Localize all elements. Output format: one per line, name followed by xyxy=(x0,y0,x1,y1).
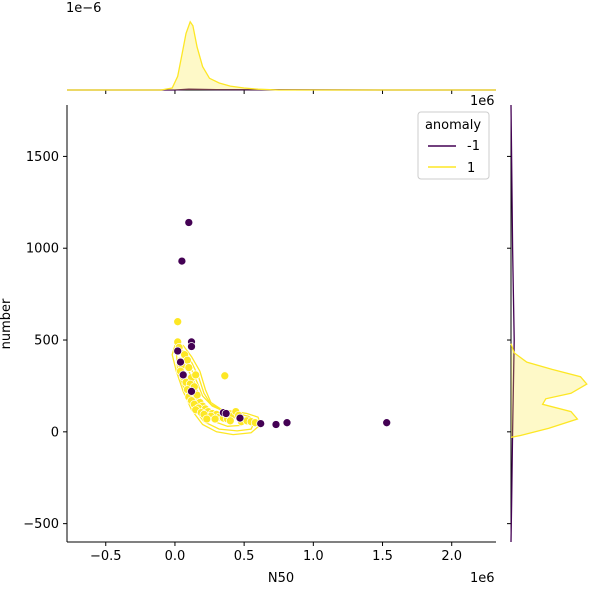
scatter-point xyxy=(177,256,187,266)
scatter-point xyxy=(173,317,183,327)
legend-label-1: -1 xyxy=(467,139,480,154)
scatter-point xyxy=(187,387,196,396)
y-tick-label: 1000 xyxy=(26,242,59,257)
scatter-point xyxy=(235,413,245,423)
top-marginal-kde xyxy=(67,20,496,94)
scatter-point xyxy=(184,363,194,372)
scatter-point xyxy=(176,357,185,367)
main-scatter-area: −0.5 0.0 0.5 1.0 1.5 2.0 −500 0 500 1000 1500 xyxy=(23,105,496,564)
legend-title: anomaly xyxy=(425,118,481,133)
x-tick-label: 1.5 xyxy=(372,549,393,564)
x-offset-label: 1e6 xyxy=(470,571,495,586)
y-axis-label: number xyxy=(0,298,14,349)
legend: anomaly -1 1 xyxy=(417,111,490,180)
scatter-point xyxy=(271,420,281,429)
y-tick-label: 1500 xyxy=(26,150,59,165)
scatter-point xyxy=(282,418,292,428)
scatter-point xyxy=(202,414,212,424)
scatter-point xyxy=(210,414,220,424)
x-tick-label: 0.5 xyxy=(234,549,255,564)
scatter-point xyxy=(221,409,231,418)
x-tick-label: 0.0 xyxy=(165,549,186,564)
x-tick-label: 1.0 xyxy=(303,549,324,564)
right-marginal-curve xyxy=(510,343,588,438)
x-axis-label: N50 xyxy=(268,571,294,586)
scatter-point xyxy=(173,346,183,356)
scatter-point xyxy=(382,418,392,428)
legend-label-2: 1 xyxy=(467,161,475,176)
right-marginal-fill xyxy=(511,343,587,438)
x-tick-label: 2.0 xyxy=(441,549,462,564)
scatter-point xyxy=(178,370,188,380)
top-marginal-curve xyxy=(67,20,496,91)
scatter-point xyxy=(184,218,194,227)
scatter-point xyxy=(191,370,201,380)
y-tick-label: −500 xyxy=(23,517,59,532)
scatter-point xyxy=(256,419,266,428)
right-marginal-kde xyxy=(507,104,588,543)
top-marginal-offset-label: 1e−6 xyxy=(66,1,101,16)
x-tick-label: −0.5 xyxy=(90,549,122,564)
y-tick-label: 500 xyxy=(34,334,59,349)
right-marginal-curve xyxy=(510,104,515,543)
top-marginal-fill xyxy=(67,21,496,90)
y-tick-label: 0 xyxy=(51,425,59,440)
right-marginal-offset-label: 1e6 xyxy=(470,94,495,109)
scatter-point xyxy=(225,416,235,426)
scatter-point xyxy=(220,371,230,381)
scatter-point xyxy=(187,342,196,351)
